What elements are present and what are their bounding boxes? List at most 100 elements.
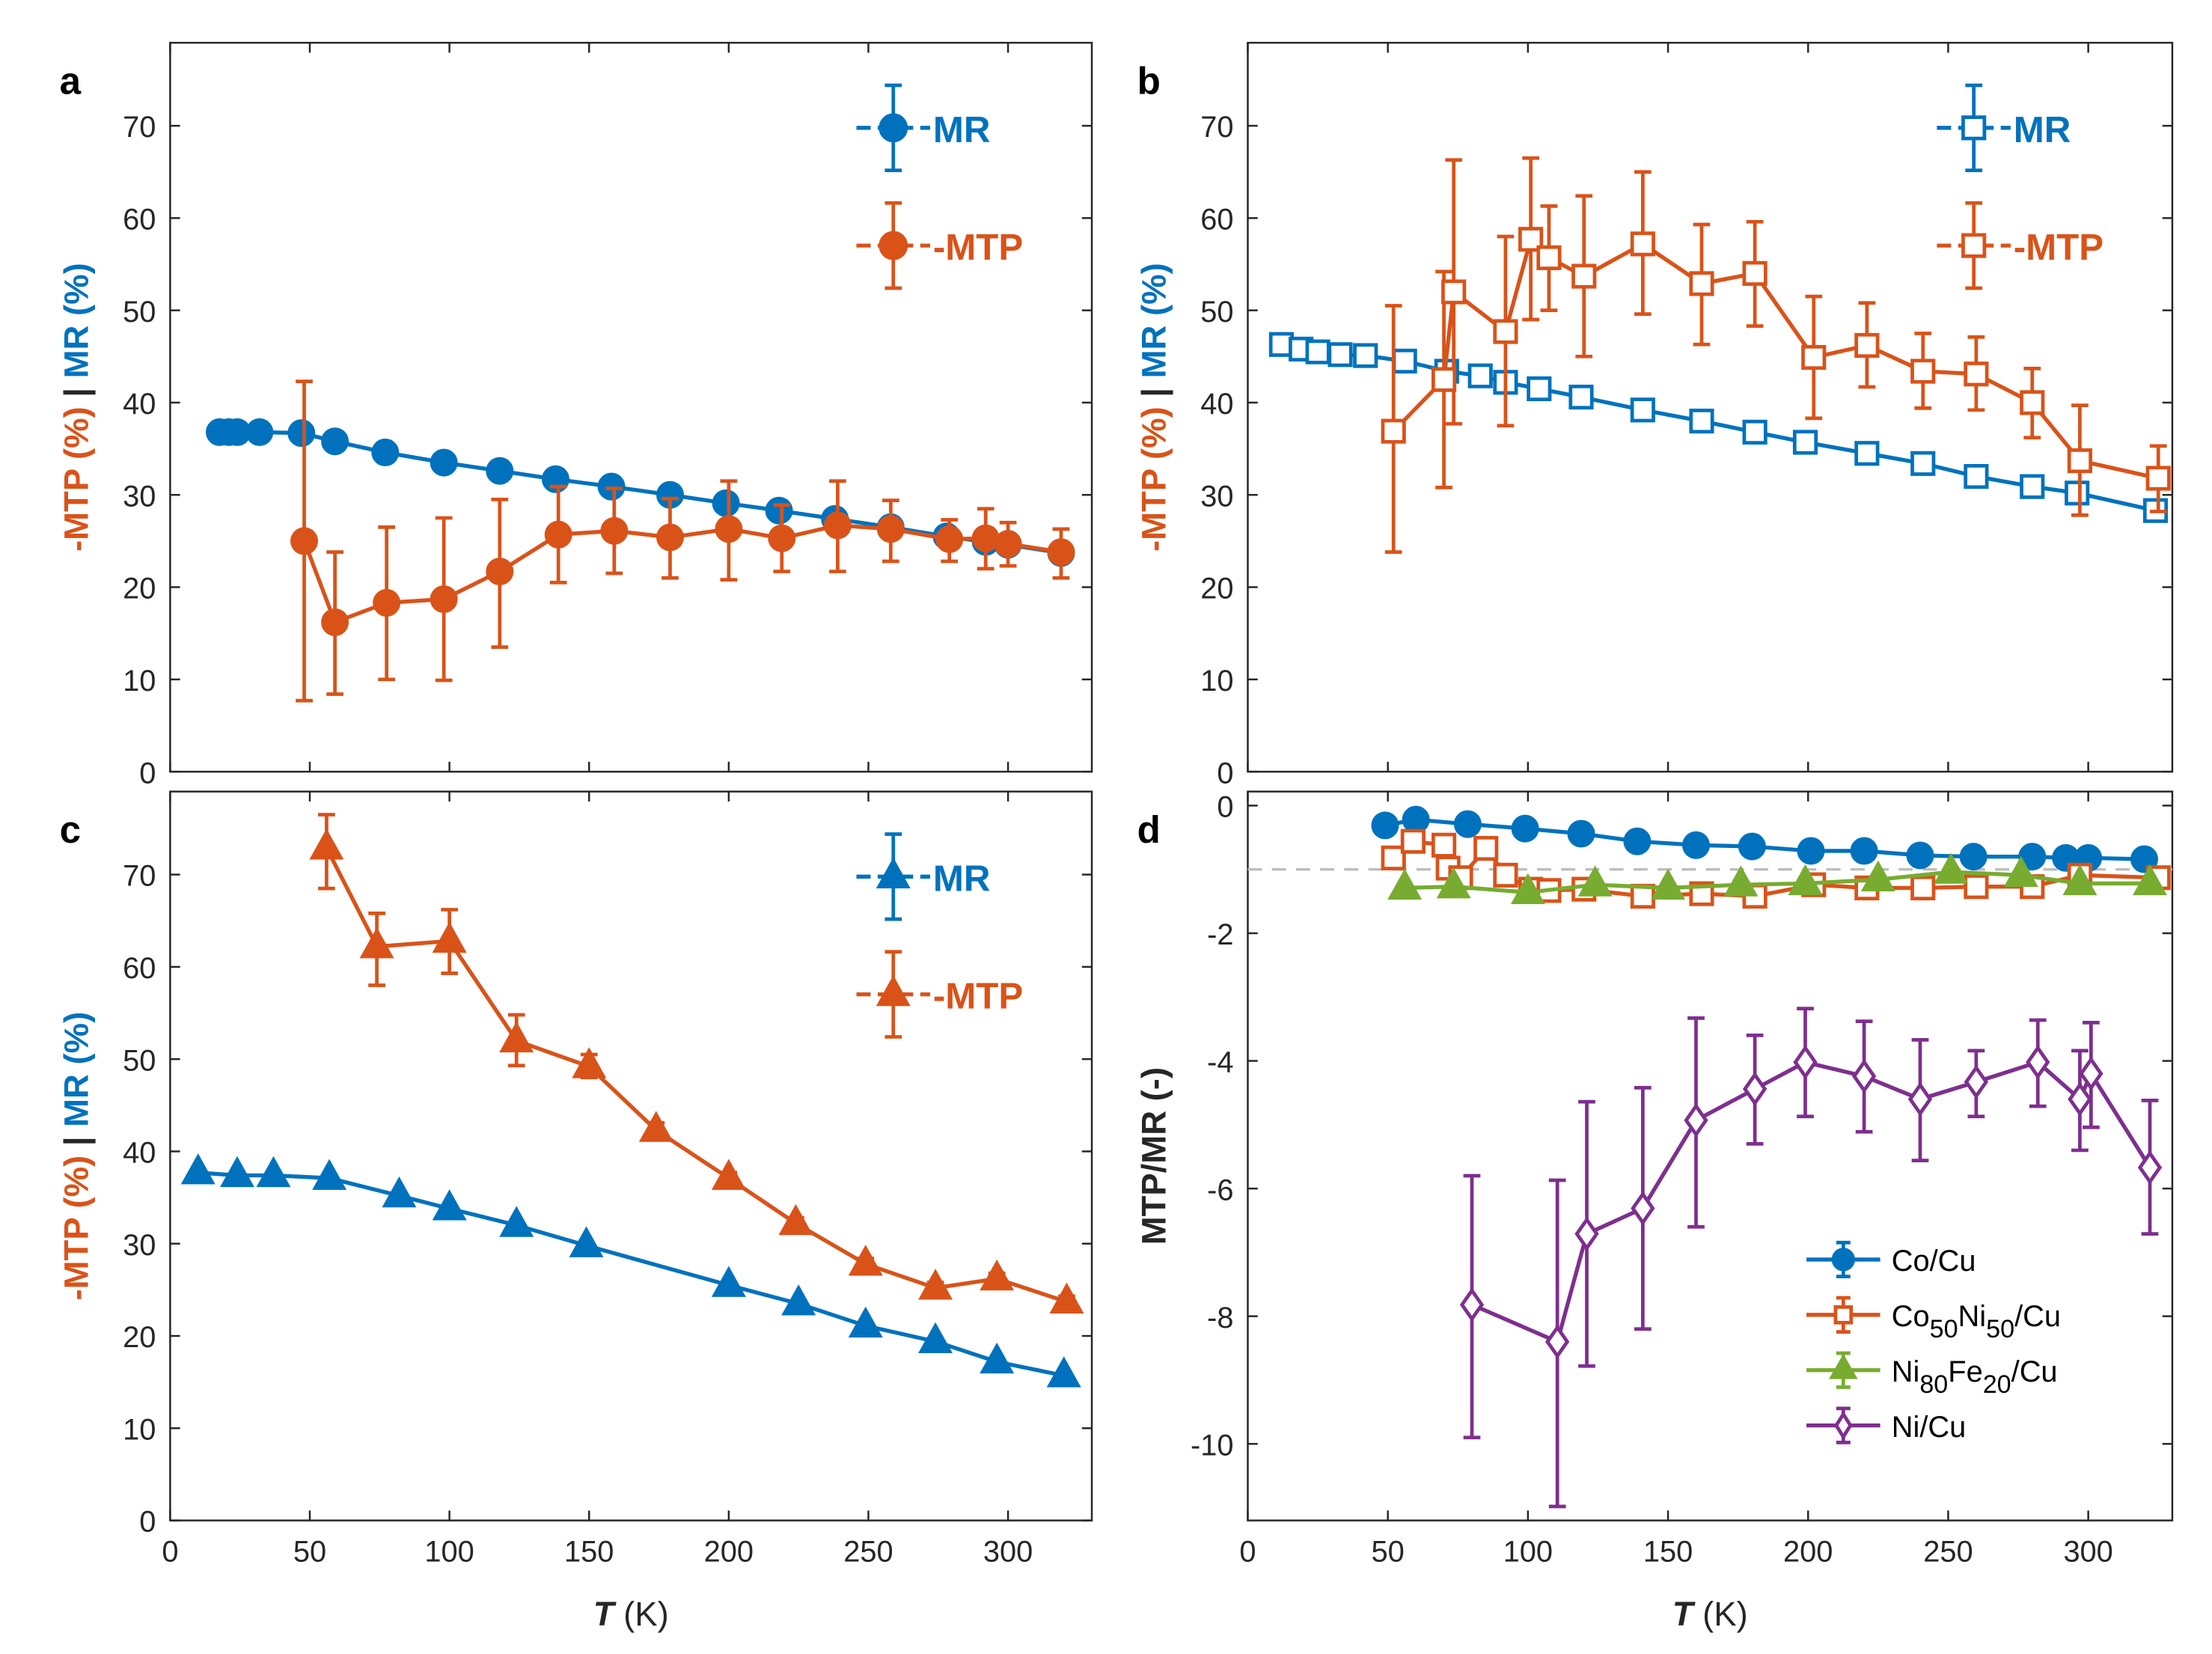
- y-tick-label: 30: [1200, 480, 1233, 513]
- panel-b: 0 10 20 30 40 50 60 70 b -MTP (%) | MR (%) MR -MTP: [1135, 41, 2174, 790]
- marker-square: [1742, 419, 1768, 445]
- marker-square: [2020, 390, 2045, 415]
- marker-triangle: [876, 974, 911, 1007]
- marker-circle: [2018, 843, 2047, 871]
- x-axis-label: T (K): [593, 1595, 669, 1633]
- marker-square: [1910, 875, 1936, 900]
- marker-circle: [373, 589, 401, 617]
- marker-square: [1527, 376, 1552, 402]
- marker-triangle: [2003, 855, 2038, 887]
- y-axis-label-part: |: [57, 378, 95, 406]
- y-tick-label: 50: [123, 1044, 156, 1077]
- marker-circle: [1402, 805, 1430, 834]
- legend-label: -MTP: [933, 976, 1023, 1017]
- marker-diamond: [1851, 1058, 1877, 1094]
- marker-circle: [1906, 841, 1934, 870]
- y-tick-label: 20: [1200, 573, 1233, 605]
- legend-label-part: Ni: [1892, 1355, 1920, 1388]
- legend: MR -MTP: [856, 832, 1023, 1039]
- marker-triangle: [980, 1342, 1015, 1374]
- marker-circle: [994, 530, 1022, 558]
- marker-square: [1431, 832, 1457, 858]
- legend-label-part: Ni: [1958, 1300, 1987, 1333]
- series--MTP: [309, 813, 1084, 1314]
- marker-triangle: [432, 1189, 467, 1221]
- y-tick-label: 0: [139, 757, 156, 790]
- marker-circle: [1371, 811, 1399, 840]
- marker-circle: [935, 525, 964, 553]
- x-axis-label-part: (K): [614, 1595, 668, 1633]
- marker-triangle: [1577, 865, 1613, 897]
- series-Co/Cu: [1371, 805, 2158, 873]
- legend-label: Ni80​Fe20​/Cu: [1892, 1355, 2058, 1399]
- y-axis-label-part: -MTP (%): [57, 1156, 95, 1301]
- marker-circle: [486, 457, 514, 485]
- y-tick-label: 40: [123, 1137, 156, 1170]
- y-tick-label: 50: [123, 296, 156, 329]
- plot-area: [1247, 790, 2174, 1522]
- marker-triangle: [312, 1159, 347, 1190]
- y-axis-label-part: MTP/MR (-): [1135, 1067, 1173, 1245]
- y-tick-label: -2: [1207, 918, 1233, 951]
- x-axis-label-part: T: [593, 1595, 617, 1633]
- marker-diamond: [1574, 1216, 1599, 1251]
- legend-label-part: 50: [1986, 1315, 2014, 1343]
- y-axis-label: -MTP (%) | MR (%): [1135, 263, 1173, 552]
- x-tick-label: 250: [1923, 1536, 1973, 1569]
- marker-triangle: [980, 1259, 1015, 1291]
- x-axis-label-part: (K): [1693, 1595, 1747, 1633]
- x-tick-label: 250: [843, 1536, 893, 1569]
- panel-label: c: [60, 808, 81, 851]
- marker-circle: [879, 231, 908, 260]
- y-tick-label: 50: [1200, 296, 1233, 329]
- marker-triangle: [1860, 860, 1895, 891]
- marker-square: [1689, 271, 1714, 296]
- y-axis-label: -MTP (%) | MR (%): [57, 263, 95, 552]
- y-axis-label-part: -MTP (%): [57, 406, 95, 552]
- marker-circle: [245, 418, 274, 446]
- marker-circle: [1959, 843, 1988, 871]
- marker-diamond: [1742, 1071, 1768, 1107]
- y-tick-label: 30: [123, 1229, 156, 1262]
- marker-circle: [1047, 538, 1075, 567]
- marker-diamond: [1545, 1324, 1570, 1359]
- series--MTP: [1381, 156, 2171, 555]
- y-axis-label-part: MR (%): [57, 263, 95, 378]
- y-tick-label: 10: [123, 1413, 156, 1446]
- marker-triangle: [918, 1322, 953, 1354]
- plot-area: [169, 41, 1093, 773]
- marker-square: [1833, 1305, 1854, 1325]
- legend-label-part: Co: [1892, 1300, 1930, 1333]
- marker-square: [2067, 448, 2092, 474]
- y-tick-label: 0: [1217, 757, 1233, 790]
- marker-square: [1630, 231, 1655, 257]
- legend-label: Ni/Cu: [1892, 1411, 1966, 1444]
- marker-triangle: [711, 1159, 746, 1190]
- marker-square: [1536, 245, 1562, 270]
- marker-square: [1964, 361, 1989, 387]
- marker-circle: [876, 515, 905, 543]
- marker-triangle: [848, 1306, 883, 1338]
- series-line: [325, 846, 1068, 1304]
- marker-triangle: [256, 1156, 291, 1188]
- marker-triangle: [382, 1176, 417, 1208]
- marker-triangle: [219, 1156, 254, 1188]
- marker-square: [1381, 845, 1406, 870]
- legend-label-part: /Cu: [2014, 1300, 2061, 1333]
- marker-square: [1473, 835, 1499, 861]
- marker-square: [1961, 233, 1987, 258]
- marker-triangle: [2133, 864, 2167, 896]
- marker-triangle: [1510, 873, 1545, 905]
- marker-diamond: [1907, 1081, 1933, 1117]
- y-tick-label: -10: [1191, 1429, 1233, 1462]
- marker-triangle: [1829, 1353, 1858, 1379]
- legend-label-part: Co/Cu: [1892, 1245, 1976, 1278]
- marker-square: [1431, 367, 1457, 392]
- legend: MR -MTP: [1937, 83, 2103, 290]
- marker-circle: [321, 608, 349, 636]
- marker-square: [1441, 279, 1467, 305]
- marker-diamond: [2026, 1045, 2050, 1080]
- marker-circle: [223, 418, 251, 446]
- y-axis-label-part: MR (%): [57, 1012, 95, 1127]
